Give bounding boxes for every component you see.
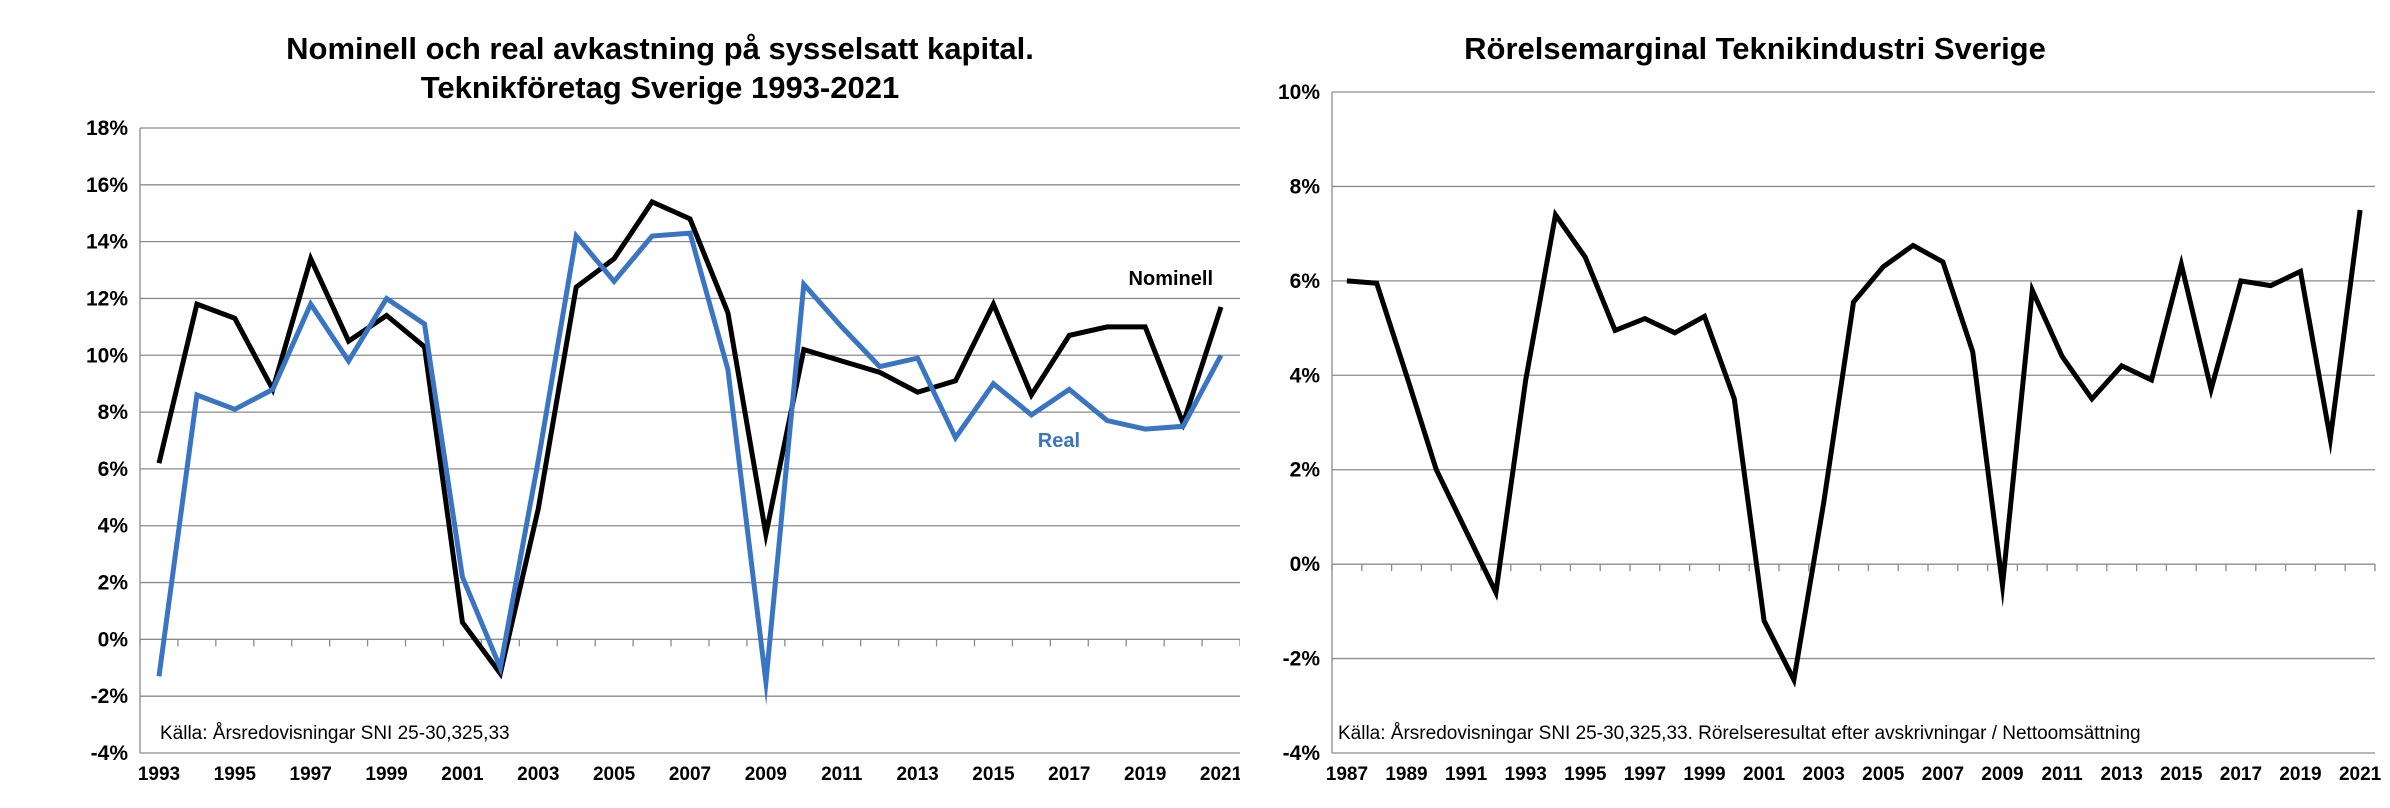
axes	[1331, 92, 2376, 753]
y-tick-label: 10%	[1278, 81, 1320, 104]
y-tick-label: 2%	[98, 572, 129, 595]
y-tick-labels: -4% -2% 0% 2% 4% 6% 8% 10% 12% 14% 16% 18%	[86, 117, 128, 765]
chart-return-on-capital-svg: Nominell och real avkastning på sysselsa…	[86, 31, 1240, 785]
x-tick-label: 1991	[1445, 764, 1488, 785]
y-tick-label: 6%	[98, 458, 129, 481]
x-tick-label: 1993	[138, 764, 180, 785]
x-tick-label: 1995	[214, 764, 257, 785]
x-tick-label: 1997	[1624, 764, 1666, 785]
series-label-nominell: Nominell	[1129, 268, 1213, 290]
series-lines	[156, 198, 1224, 706]
y-tick-label: 18%	[86, 117, 128, 140]
x-tick-label: 2021	[2339, 764, 2382, 785]
x-tick-labels: 1993 1995 1997 1999 2001 2003 2005 2007 2009 2011…	[138, 764, 1240, 785]
chart-operating-margin-svg: Rörelsemarginal Teknikindustri Sverige -…	[1278, 31, 2382, 785]
x-tick-label: 2019	[2279, 764, 2321, 785]
chart-source-note: Källa: Årsredovisningar SNI 25-30,325,33…	[1338, 723, 2141, 744]
x-tick-label: 2015	[972, 764, 1015, 785]
x-tick-label: 1993	[1505, 764, 1547, 785]
x-tick-label: 2009	[1981, 764, 2023, 785]
y-tick-label: 8%	[98, 401, 129, 424]
y-tick-label: 6%	[1290, 270, 1321, 293]
y-tick-label: -4%	[91, 742, 129, 765]
series-label-real: Real	[1038, 430, 1080, 452]
x-tick-label: 1987	[1326, 764, 1368, 785]
gridlines	[1332, 91, 2375, 754]
y-tick-label: 4%	[1290, 364, 1321, 387]
x-tick-label: 1999	[365, 764, 407, 785]
x-tick-label: 1995	[1564, 764, 1607, 785]
series-line-nominell	[156, 198, 1224, 680]
x-tick-label: 2005	[593, 764, 636, 785]
y-tick-label: 10%	[86, 344, 128, 367]
x-tick-label: 2003	[517, 764, 559, 785]
x-tick-label: 2021	[1200, 764, 1240, 785]
series-line-real	[156, 230, 1224, 706]
y-tick-label: 14%	[86, 231, 128, 254]
y-tick-label: 8%	[1290, 175, 1321, 198]
x-tick-label: 2007	[1922, 764, 1964, 785]
y-tick-label: 0%	[1290, 553, 1321, 576]
y-tick-label: 2%	[1290, 459, 1321, 482]
x-tick-label: 2017	[2220, 764, 2262, 785]
x-tick-label: 2011	[821, 764, 863, 785]
y-tick-label: -2%	[1283, 648, 1321, 671]
x-tick-label: 1989	[1385, 764, 1427, 785]
y-tick-label: 4%	[98, 515, 129, 538]
y-tick-label: -4%	[1283, 742, 1321, 765]
y-tick-label: 0%	[98, 628, 129, 651]
chart-operating-margin: Rörelsemarginal Teknikindustri Sverige -…	[1240, 0, 2390, 808]
chart-title-line-1: Nominell och real avkastning på sysselsa…	[286, 31, 1034, 66]
x-tick-label: 2013	[2101, 764, 2143, 785]
x-tick-label: 2003	[1803, 764, 1845, 785]
series-lines	[1346, 208, 2363, 688]
x-tick-label: 2005	[1862, 764, 1905, 785]
chart-title: Rörelsemarginal Teknikindustri Sverige	[1464, 31, 2046, 66]
x-tick-label: 2013	[896, 764, 938, 785]
x-tick-label: 2017	[1048, 764, 1090, 785]
y-tick-label: 16%	[86, 174, 128, 197]
x-tick-label: 1997	[290, 764, 332, 785]
x-tick-labels: 1987 1989 1991 1993 1995 1997 1999 2001 2003 2005…	[1326, 764, 2382, 785]
chart-source-note: Källa: Årsredovisningar SNI 25-30,325,33	[160, 723, 510, 744]
y-tick-label: -2%	[91, 685, 129, 708]
y-tick-labels: -4% -2% 0% 2% 4% 6% 8% 10%	[1278, 81, 1320, 765]
x-tick-label: 2011	[2041, 764, 2083, 785]
x-tick-label: 1999	[1683, 764, 1725, 785]
x-tick-label: 2019	[1124, 764, 1166, 785]
chart-title-line-2: Teknikföretag Sverige 1993-2021	[421, 70, 899, 105]
x-tick-label: 2001	[1743, 764, 1786, 785]
axes	[139, 128, 1240, 753]
x-tick-label: 2009	[745, 764, 787, 785]
x-tick-label: 2001	[441, 764, 484, 785]
x-tick-label: 2015	[2160, 764, 2203, 785]
y-tick-label: 12%	[86, 287, 128, 310]
series-line-series-0	[1346, 208, 2363, 688]
chart-return-on-capital: Nominell och real avkastning på sysselsa…	[86, 31, 1240, 785]
x-tick-label: 2007	[669, 764, 711, 785]
